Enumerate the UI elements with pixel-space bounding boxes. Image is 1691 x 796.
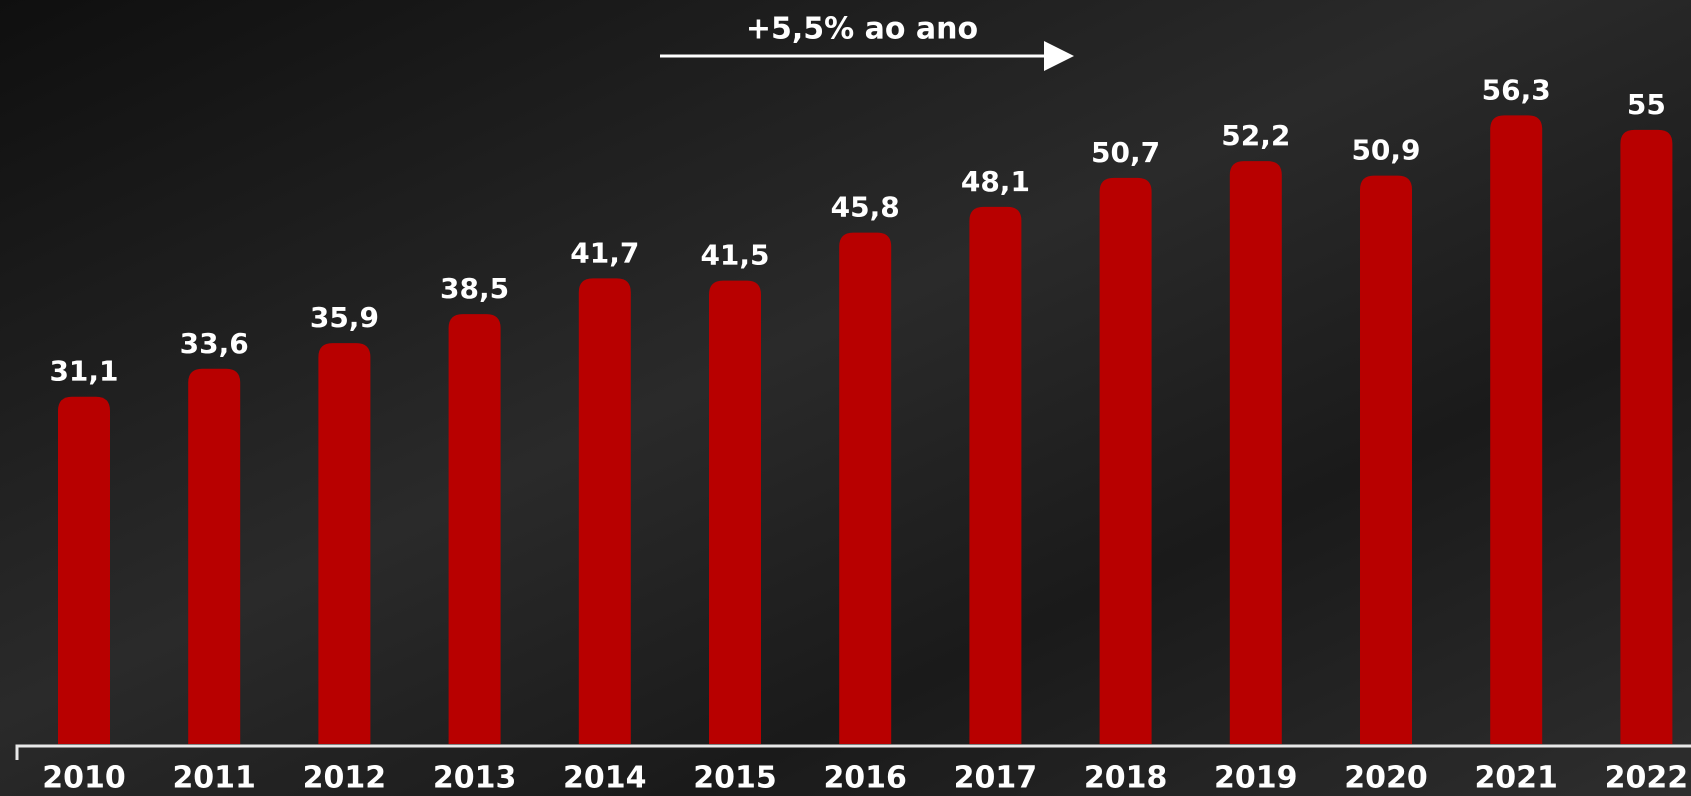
value-label: 35,9: [310, 301, 379, 334]
x-tick-label: 2021: [1474, 761, 1558, 796]
bar: [188, 369, 240, 744]
bar: [969, 207, 1021, 744]
value-label: 55: [1627, 88, 1666, 121]
x-tick-label: 2015: [693, 761, 777, 796]
x-tick-label: 2019: [1214, 761, 1298, 796]
bar: [449, 314, 501, 744]
page: {"chart_data": {"type": "bar", "annotati…: [0, 0, 1691, 796]
x-tick-label: 2010: [42, 761, 126, 796]
value-label: 33,6: [180, 327, 249, 360]
bar: [58, 397, 110, 744]
bar: [1490, 115, 1542, 744]
bar: [318, 343, 370, 744]
value-label: 50,7: [1091, 136, 1160, 169]
value-label: 41,7: [570, 236, 639, 269]
bar: [1360, 176, 1412, 744]
x-tick-label: 2013: [433, 761, 517, 796]
x-tick-label: 2014: [563, 761, 647, 796]
value-label: 38,5: [440, 272, 509, 305]
value-label: 52,2: [1221, 119, 1290, 152]
x-tick-label: 2016: [823, 761, 907, 796]
value-label: 31,1: [49, 355, 118, 388]
x-tick-label: 2012: [303, 761, 387, 796]
bar: [1100, 178, 1152, 744]
x-tick-label: 2018: [1084, 761, 1168, 796]
x-tick-label: 2020: [1344, 761, 1428, 796]
bar: [709, 281, 761, 744]
value-label: 48,1: [961, 165, 1030, 198]
annotation: +5,5% ao ano: [746, 12, 978, 47]
x-tick-label: 2022: [1605, 761, 1689, 796]
value-label: 45,8: [831, 191, 900, 224]
x-tick-label: 2011: [172, 761, 256, 796]
chart: +5,5% ao ano 31,1 2010 33,6 2011 35,9 2012 38,…: [0, 0, 1691, 796]
value-label: 41,5: [700, 239, 769, 272]
bar: [579, 278, 631, 744]
bar: [1620, 130, 1672, 744]
x-tick-label: 2017: [954, 761, 1038, 796]
bar: [839, 233, 891, 744]
value-label: 56,3: [1482, 73, 1551, 106]
bar: [1230, 161, 1282, 744]
value-label: 50,9: [1351, 134, 1420, 167]
